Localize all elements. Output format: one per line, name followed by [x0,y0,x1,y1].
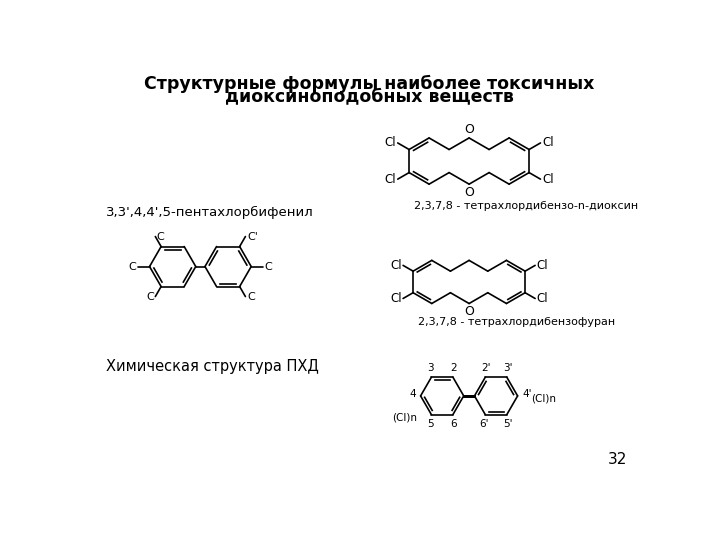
Text: 2: 2 [451,362,457,373]
Text: Cl: Cl [390,259,402,272]
Text: Cl: Cl [384,173,396,186]
Text: Cl: Cl [536,292,549,305]
Text: 6: 6 [451,419,457,429]
Text: 5': 5' [503,419,513,429]
Text: 4: 4 [410,389,416,400]
Text: 2,3,7,8 - тетрахлордибензофуран: 2,3,7,8 - тетрахлордибензофуран [418,318,615,327]
Text: Cl: Cl [384,137,396,150]
Text: 2': 2' [481,362,491,373]
Text: 3': 3' [503,362,513,373]
Text: C: C [157,232,165,241]
Text: (Cl)n: (Cl)n [392,413,418,423]
Text: Cl: Cl [542,137,554,150]
Text: Cl: Cl [390,292,402,305]
Text: C: C [264,261,272,272]
Text: C: C [129,261,137,272]
Text: O: O [464,124,474,137]
Text: 3,3',4,4',5-пентахлорбифенил: 3,3',4,4',5-пентахлорбифенил [106,206,313,219]
Text: O: O [464,305,474,318]
Text: Cl: Cl [536,259,549,272]
Text: 3: 3 [427,362,434,373]
Text: 6': 6' [480,419,490,429]
Text: Структурные формулы наиболее токсичных: Структурные формулы наиболее токсичных [144,75,594,93]
Text: (Cl)n: (Cl)n [531,394,557,404]
Text: C: C [146,292,154,301]
Text: диоксиноподобных веществ: диоксиноподобных веществ [225,87,513,105]
Text: O: O [464,186,474,199]
Text: 32: 32 [608,452,627,467]
Text: 4': 4' [522,389,532,400]
Text: Химическая структура ПХД: Химическая структура ПХД [106,359,318,374]
Text: C': C' [247,232,258,241]
Text: C: C [247,292,255,301]
Text: 5: 5 [427,419,434,429]
Text: Cl: Cl [542,173,554,186]
Text: 2,3,7,8 - тетрахлордибензо-n-диоксин: 2,3,7,8 - тетрахлордибензо-n-диоксин [414,201,638,211]
